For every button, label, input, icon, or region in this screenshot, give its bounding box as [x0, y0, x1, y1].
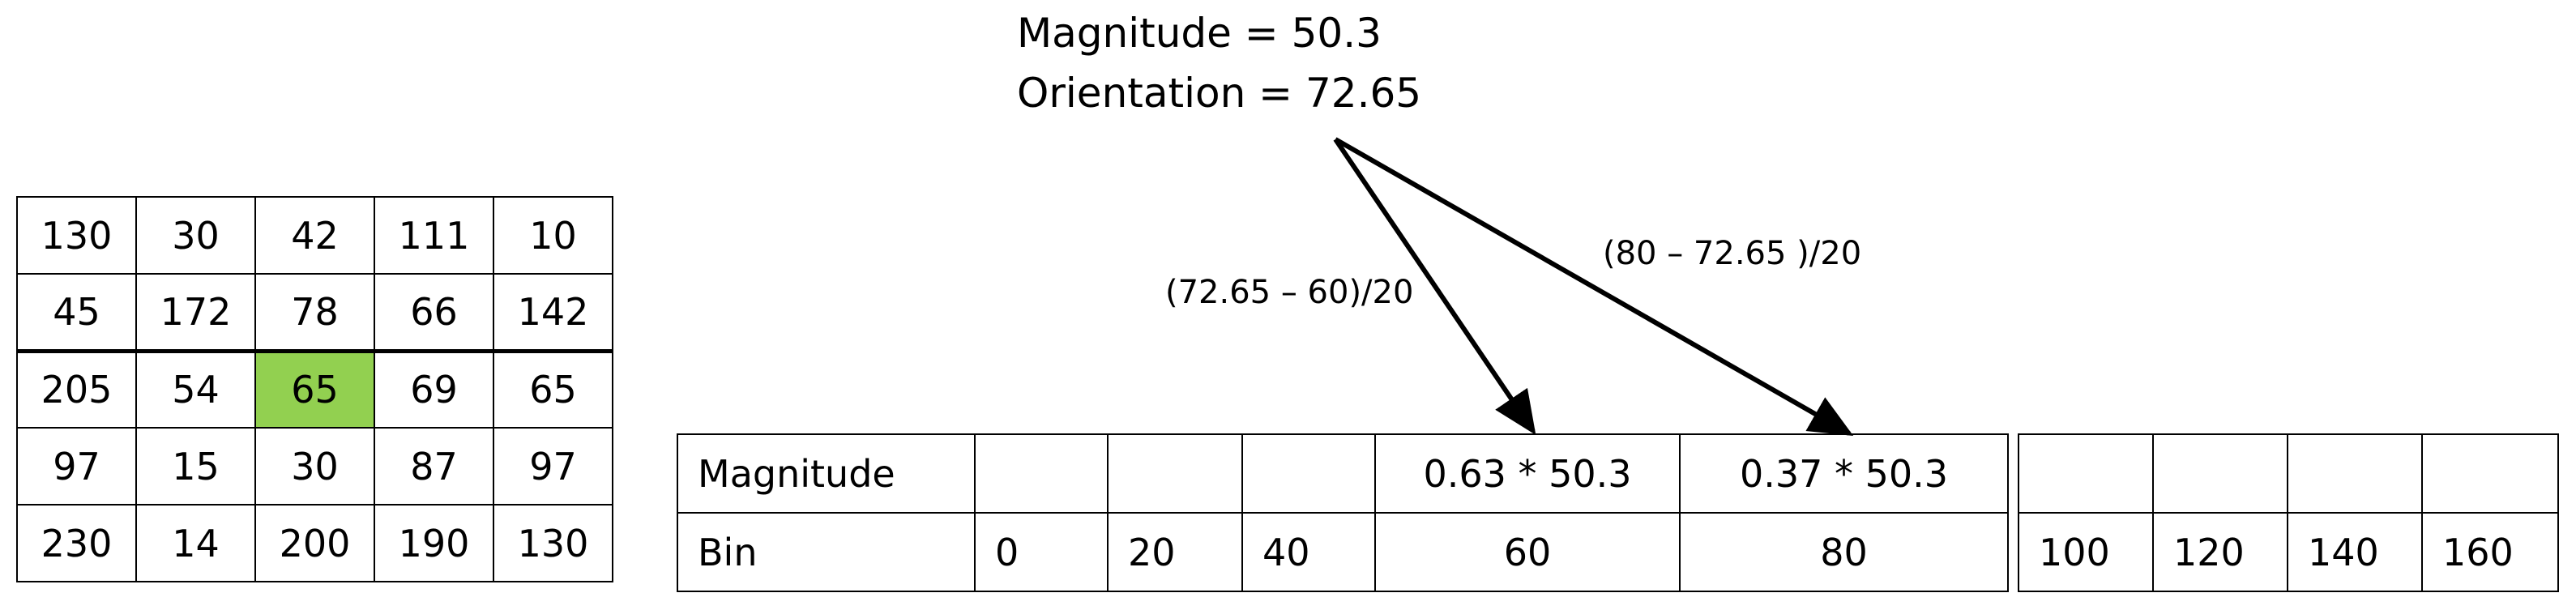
- left-formula-label: (72.65 – 60)/20: [1165, 274, 1414, 311]
- arrow-to-bin-80: [1334, 137, 1854, 436]
- grid-cell: 97: [16, 427, 137, 505]
- grid-cell: 172: [135, 273, 256, 352]
- magnitude-cell: [2287, 433, 2423, 514]
- magnitude-cell-80: 0.37 * 50.3: [1679, 433, 2009, 514]
- grid-row: 230 14 200 190 130: [16, 504, 613, 582]
- grid-cell: 45: [16, 273, 137, 352]
- grid-cell-highlighted: 65: [254, 348, 375, 429]
- magnitude-cell: [1241, 433, 1376, 514]
- grid-cell: 30: [254, 427, 375, 505]
- magnitude-cell: [2018, 433, 2154, 514]
- grid-cell: 87: [374, 427, 494, 505]
- grid-cell: 130: [493, 504, 613, 582]
- bin-row: 100 120 140 160: [2018, 512, 2559, 592]
- magnitude-row: Magnitude 0.63 * 50.3 0.37 * 50.3: [677, 433, 2009, 514]
- grid-cell: 78: [254, 273, 375, 352]
- grid-row: 97 15 30 87 97: [16, 427, 613, 505]
- grid-row: 45 172 78 66 142: [16, 273, 613, 352]
- magnitude-cell: [1107, 433, 1243, 514]
- bin-cell: 20: [1107, 512, 1243, 592]
- grid-cell: 66: [374, 273, 494, 352]
- bin-cell: 100: [2018, 512, 2154, 592]
- right-formula-label: (80 – 72.65 )/20: [1603, 235, 1862, 272]
- arrow-to-bin-60: [1333, 138, 1536, 435]
- grid-cell: 111: [374, 196, 494, 275]
- grid-cell: 190: [374, 504, 494, 582]
- bin-cell: 60: [1374, 512, 1681, 592]
- grid-cell: 42: [254, 196, 375, 275]
- magnitude-cell: [974, 433, 1109, 514]
- magnitude-row-label: Magnitude: [677, 433, 976, 514]
- bin-cell: 140: [2287, 512, 2423, 592]
- grid-cell: 65: [493, 348, 613, 429]
- grid-cell: 97: [493, 427, 613, 505]
- grid-cell: 130: [16, 196, 137, 275]
- magnitude-cell: [2152, 433, 2288, 514]
- pixel-grid: 130 30 42 111 10 45 172 78 66 142 205 54…: [16, 196, 613, 582]
- bin-cell: 0: [974, 512, 1109, 592]
- magnitude-cell: [2421, 433, 2559, 514]
- grid-cell: 30: [135, 196, 256, 275]
- grid-cell: 10: [493, 196, 613, 275]
- histogram-table-right: 100 120 140 160: [2018, 433, 2559, 592]
- grid-cell: 15: [135, 427, 256, 505]
- grid-cell: 142: [493, 273, 613, 352]
- histogram-table-left: Magnitude 0.63 * 50.3 0.37 * 50.3 Bin 0 …: [677, 433, 2009, 592]
- bin-row: Bin 0 20 40 60 80: [677, 512, 2009, 592]
- bin-cell: 120: [2152, 512, 2288, 592]
- bin-row-label: Bin: [677, 512, 976, 592]
- grid-cell: 200: [254, 504, 375, 582]
- orientation-value-text: Orientation = 72.65: [1017, 70, 1422, 117]
- bin-cell: 80: [1679, 512, 2009, 592]
- grid-cell: 205: [16, 348, 137, 429]
- grid-cell: 14: [135, 504, 256, 582]
- grid-cell: 69: [374, 348, 494, 429]
- bin-cell: 160: [2421, 512, 2559, 592]
- grid-row: 130 30 42 111 10: [16, 196, 613, 275]
- magnitude-row: [2018, 433, 2559, 514]
- magnitude-cell-60: 0.63 * 50.3: [1374, 433, 1681, 514]
- bin-cell: 40: [1241, 512, 1376, 592]
- grid-row: 205 54 65 69 65: [16, 348, 613, 429]
- magnitude-value-text: Magnitude = 50.3: [1017, 10, 1382, 57]
- grid-cell: 54: [135, 348, 256, 429]
- grid-cell: 230: [16, 504, 137, 582]
